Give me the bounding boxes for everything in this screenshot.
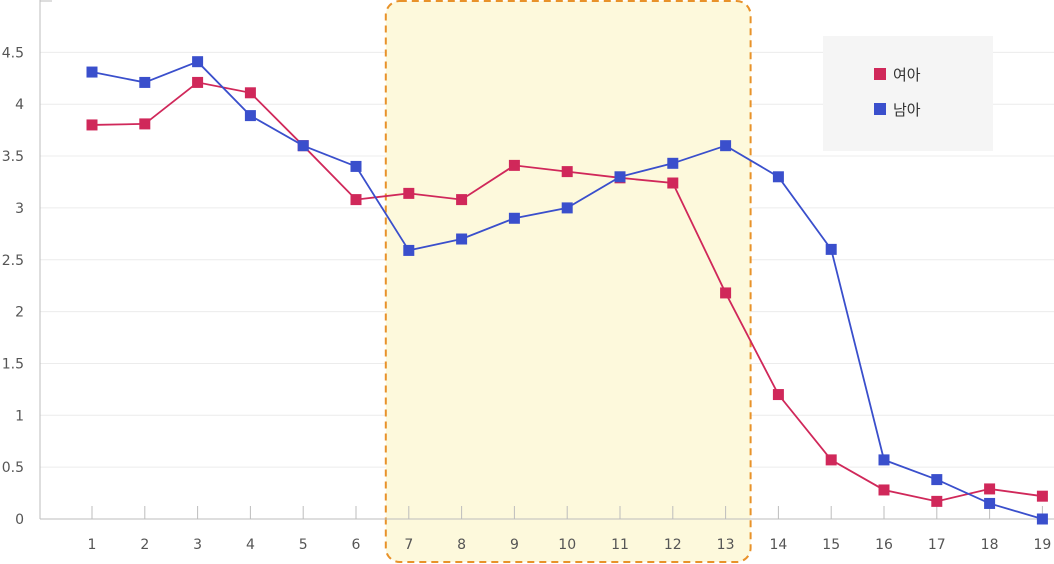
highlight-rect [384, 0, 752, 563]
highlight-region [384, 0, 752, 563]
x-tick-label: 16 [875, 537, 893, 553]
data-point [192, 56, 204, 68]
data-point [614, 171, 626, 183]
legend-label-boys: 남아 [893, 101, 921, 119]
x-tick-label: 3 [193, 537, 202, 553]
y-tick-label: 0.5 [2, 460, 24, 476]
data-point [139, 76, 151, 88]
legend-box [823, 36, 993, 151]
x-tick-label: 2 [140, 537, 149, 553]
data-point [508, 159, 520, 171]
data-point [192, 76, 204, 88]
data-point [350, 194, 362, 206]
data-point [667, 157, 679, 169]
x-axis-ticks: 1 2 3 4 5 6 7 8 9 10 11 12 13 14 15 16 17 18 19 [88, 506, 1051, 553]
y-tick-label: 4 [15, 97, 24, 113]
data-point [984, 497, 996, 509]
x-tick-label: 15 [822, 537, 840, 553]
x-tick-label: 5 [299, 537, 308, 553]
y-tick-label: 3 [15, 201, 24, 217]
data-point [772, 389, 784, 401]
y-tick-label: 0 [15, 512, 24, 528]
x-tick-label: 9 [510, 537, 519, 553]
data-point [561, 202, 573, 214]
data-point [1036, 513, 1048, 525]
x-tick-label: 6 [352, 537, 361, 553]
x-tick-label: 7 [404, 537, 413, 553]
x-tick-label: 11 [611, 537, 629, 553]
legend-swatch-girls [874, 68, 886, 80]
data-point [86, 119, 98, 131]
y-tick-label: 2.5 [2, 253, 24, 269]
x-tick-label: 18 [981, 537, 999, 553]
x-tick-label: 13 [717, 537, 735, 553]
data-point [350, 160, 362, 172]
y-tick-label: 2 [15, 305, 24, 321]
data-point [825, 454, 837, 466]
y-axis-ticks: 0 0.5 1 1.5 2 2.5 3 3.5 4 4.5 [2, 45, 24, 528]
y-tick-label: 1 [15, 408, 24, 424]
series-1 [86, 56, 1048, 525]
series-0 [86, 76, 1048, 507]
data-point [403, 244, 415, 256]
data-point [403, 187, 415, 199]
axes [39, 0, 1054, 520]
legend-swatch-boys [874, 103, 886, 115]
x-tick-label: 1 [88, 537, 97, 553]
data-point [244, 110, 256, 122]
data-point [456, 194, 468, 206]
x-tick-label: 4 [246, 537, 255, 553]
data-point [931, 474, 943, 486]
data-point [720, 287, 732, 299]
data-point [456, 233, 468, 245]
data-point [297, 140, 309, 152]
series-layer [86, 56, 1048, 525]
data-point [508, 212, 520, 224]
data-point [244, 87, 256, 99]
data-point [720, 140, 732, 152]
data-point [878, 484, 890, 496]
data-point [86, 66, 98, 78]
x-tick-label: 12 [664, 537, 682, 553]
data-point [139, 118, 151, 130]
y-tick-label: 3.5 [2, 149, 24, 165]
data-point [772, 171, 784, 183]
data-point [878, 454, 890, 466]
data-point [561, 166, 573, 178]
data-point [667, 177, 679, 189]
data-point [1036, 490, 1048, 502]
data-point [825, 243, 837, 255]
x-tick-label: 14 [769, 537, 787, 553]
legend-label-girls: 여아 [893, 66, 921, 84]
x-tick-label: 10 [558, 537, 576, 553]
legend: 여아 남아 [823, 36, 993, 151]
x-tick-label: 19 [1033, 537, 1051, 553]
x-tick-label: 17 [928, 537, 946, 553]
data-point [931, 495, 943, 507]
data-point [984, 483, 996, 495]
y-tick-label: 1.5 [2, 356, 24, 372]
y-tick-label: 4.5 [2, 45, 24, 61]
x-tick-label: 8 [457, 537, 466, 553]
